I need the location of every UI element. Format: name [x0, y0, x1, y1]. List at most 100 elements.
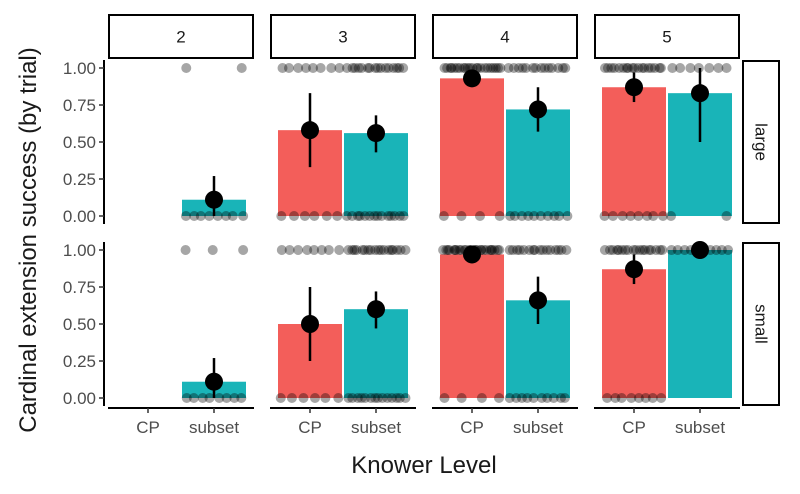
- trial-point: [625, 211, 636, 221]
- trial-point: [372, 393, 383, 403]
- trial-point: [602, 393, 613, 403]
- trial-point: [204, 393, 215, 403]
- trial-point: [382, 393, 393, 403]
- trial-point: [554, 211, 565, 221]
- trial-point: [400, 245, 411, 255]
- trial-point: [550, 245, 561, 255]
- trial-point: [628, 245, 639, 255]
- trial-point: [666, 245, 677, 255]
- trial-point: [646, 63, 657, 73]
- trial-point: [370, 393, 381, 403]
- trial-point: [316, 245, 327, 255]
- trial-point: [388, 63, 399, 73]
- facet-strip-label: large: [752, 123, 771, 161]
- mean-point: [301, 121, 319, 140]
- trial-point: [300, 63, 311, 73]
- trial-point: [507, 245, 518, 255]
- mean-point: [367, 300, 385, 319]
- trial-point: [651, 245, 662, 255]
- mean-point: [463, 245, 481, 264]
- trial-point: [180, 211, 191, 221]
- trial-point: [492, 245, 503, 255]
- trial-point: [456, 211, 467, 221]
- facet-strip-label: 5: [662, 28, 671, 47]
- trial-point: [656, 393, 667, 403]
- trial-point: [539, 63, 550, 73]
- trial-point: [394, 63, 405, 73]
- trial-point: [364, 63, 375, 73]
- trial-point: [189, 211, 200, 221]
- x-tick-label: subset: [513, 418, 563, 437]
- trial-point: [599, 211, 610, 221]
- panel-small-5: [599, 241, 734, 403]
- trial-point: [356, 393, 367, 403]
- trial-point: [197, 393, 208, 403]
- trial-point: [365, 393, 376, 403]
- trial-point: [341, 211, 352, 221]
- trial-point: [536, 393, 547, 403]
- trial-point: [626, 393, 637, 403]
- trial-point: [321, 211, 332, 221]
- trial-point: [456, 393, 467, 403]
- trial-point: [557, 63, 568, 73]
- trial-point: [524, 245, 535, 255]
- x-tick-label: CP: [136, 418, 160, 437]
- trial-point: [513, 63, 524, 73]
- trial-point: [276, 211, 287, 221]
- panel-small-2: [180, 245, 249, 403]
- trial-point: [613, 245, 624, 255]
- trial-point: [387, 245, 398, 255]
- trial-point: [649, 63, 660, 73]
- trial-point: [482, 63, 493, 73]
- trial-point: [648, 211, 659, 221]
- trial-point: [376, 211, 387, 221]
- trial-point: [309, 211, 320, 221]
- trial-point: [442, 63, 453, 73]
- trial-point: [353, 63, 364, 73]
- trial-point: [188, 393, 199, 403]
- panel-small-4: [438, 245, 572, 403]
- panel-small-3: [275, 245, 411, 403]
- trial-point: [643, 63, 654, 73]
- trial-point: [375, 63, 386, 73]
- trial-point: [181, 393, 192, 403]
- trial-point: [490, 63, 501, 73]
- trial-point: [503, 63, 514, 73]
- trial-point: [365, 245, 376, 255]
- trial-point: [647, 393, 658, 403]
- trial-point: [370, 245, 381, 255]
- trial-point: [612, 245, 623, 255]
- trial-point: [380, 63, 391, 73]
- trial-point: [383, 63, 394, 73]
- trial-point: [347, 211, 358, 221]
- trial-point: [479, 63, 490, 73]
- trial-point: [606, 63, 617, 73]
- facet-strip-small: [742, 242, 780, 406]
- trial-point: [685, 63, 696, 73]
- bar-subset: [668, 250, 732, 398]
- trial-point: [293, 245, 304, 255]
- trial-point: [334, 63, 345, 73]
- trial-point: [487, 245, 498, 255]
- trial-point: [474, 211, 485, 221]
- trial-point: [476, 393, 487, 403]
- trial-point: [489, 245, 500, 255]
- mean-point: [463, 69, 481, 88]
- trial-point: [560, 63, 571, 73]
- trial-point: [535, 211, 546, 221]
- trial-point: [723, 245, 734, 255]
- trial-point: [609, 63, 620, 73]
- trial-point: [517, 63, 528, 73]
- trial-point: [548, 393, 559, 403]
- trial-point: [629, 63, 640, 73]
- bar-CP: [602, 269, 666, 398]
- trial-point: [599, 245, 610, 255]
- trial-point: [602, 63, 613, 73]
- trial-point: [454, 63, 465, 73]
- trial-point: [354, 211, 365, 221]
- trial-point: [622, 63, 633, 73]
- trial-point: [711, 245, 722, 255]
- mean-point: [205, 372, 223, 391]
- bar-CP: [602, 87, 666, 217]
